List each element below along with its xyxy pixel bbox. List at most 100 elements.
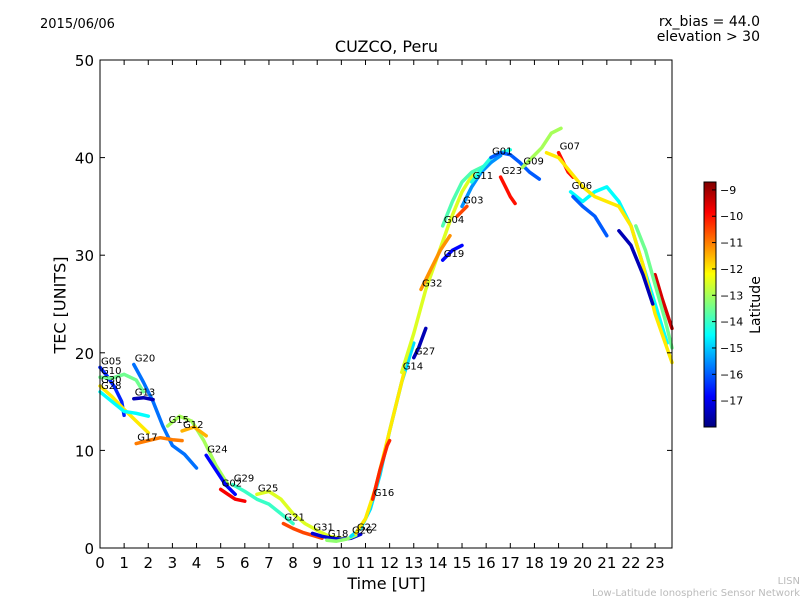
x-tick-label: 10	[332, 554, 351, 572]
colorbar-tick-label: −13	[720, 289, 743, 302]
series-label-g17: G17	[137, 433, 157, 444]
series-label-g22: G22	[357, 522, 377, 533]
colorbar-tick-label: −15	[720, 342, 743, 355]
x-axis-label: Time [UT]	[347, 574, 426, 593]
y-tick-label: 40	[75, 150, 94, 168]
series-line-g01	[489, 150, 542, 181]
colorbar-tick-label: −12	[720, 263, 743, 276]
elevation-label: elevation > 30	[656, 29, 760, 45]
series-line-g21	[281, 521, 324, 540]
x-tick-label: 14	[428, 554, 447, 572]
x-tick-label: 9	[312, 554, 322, 572]
series-line-g16	[370, 438, 392, 501]
colorbar-tick-label: −11	[720, 237, 743, 250]
series-label-g16: G16	[374, 488, 394, 499]
series-label-g24: G24	[207, 444, 227, 455]
series-label-g30: G30	[101, 375, 121, 386]
rx-bias-label: rx_bias = 44.0	[658, 14, 760, 30]
series-line-unlabeled-31	[544, 150, 674, 365]
x-tick-label: 6	[240, 554, 250, 572]
x-tick-label: 7	[264, 554, 274, 572]
series-label-g25: G25	[258, 483, 278, 494]
series-label-g13: G13	[135, 388, 155, 399]
x-tick-label: 17	[501, 554, 520, 572]
series-line-g20	[132, 362, 199, 470]
series-label-g18: G18	[328, 529, 348, 540]
colorbar-tick-label: −17	[720, 395, 743, 408]
x-tick-label: 8	[288, 554, 298, 572]
series-line-g27	[412, 326, 428, 360]
series-label-g23: G23	[502, 166, 522, 177]
colorbar-label: Latitude	[748, 276, 764, 334]
x-tick-label: 19	[549, 554, 568, 572]
series-line-unlabeled-34	[653, 272, 674, 331]
series-line-g25	[255, 489, 344, 540]
x-tick-label: 0	[95, 554, 105, 572]
series-label-g20: G20	[135, 354, 155, 365]
x-tick-label: 21	[597, 554, 616, 572]
series-label-g10: G10	[101, 366, 121, 377]
series-line-g13	[132, 395, 155, 402]
series-label-g15: G15	[169, 415, 189, 426]
y-tick-label: 10	[75, 442, 94, 460]
series-line-unlabeled-32	[617, 229, 655, 306]
series-layer	[98, 126, 674, 543]
series-label-g07: G07	[560, 142, 580, 153]
series-label-g21: G21	[284, 513, 304, 524]
series-line-g24	[204, 453, 237, 497]
series-label-g19: G19	[444, 249, 464, 260]
series-line-g09	[520, 126, 563, 170]
x-tick-label: 5	[216, 554, 226, 572]
x-tick-label: 2	[143, 554, 153, 572]
y-axis-label: TEC [UNITS]	[50, 256, 70, 354]
plot-frame	[99, 59, 673, 549]
y-tick-label: 0	[84, 540, 94, 558]
series-line-g10	[98, 372, 146, 394]
series-line-unlabeled-33	[571, 194, 609, 238]
colorbar-tick-label: −14	[720, 316, 743, 329]
series-label-g26: G26	[352, 525, 372, 536]
y-tick-label: 20	[75, 345, 94, 363]
x-tick-label: 13	[404, 554, 423, 572]
series-label-g12: G12	[183, 420, 203, 431]
axes-layer: 0 1 2 3 4 5 6 7 8 9 10 11 12 13 14 15 16 17 18 19 20 21 22 2301…	[75, 52, 672, 572]
series-line-g02	[218, 487, 247, 503]
x-tick-label: 11	[356, 554, 375, 572]
series-label-g04: G04	[444, 215, 464, 226]
series-label-g28: G28	[101, 381, 121, 392]
y-tick-label: 50	[75, 52, 94, 70]
x-tick-label: 15	[452, 554, 471, 572]
series-label-g03: G03	[463, 195, 483, 206]
x-tick-label: 1	[119, 554, 129, 572]
series-label-g29: G29	[234, 474, 254, 485]
series-label-g32: G32	[422, 278, 442, 289]
series-label-g27: G27	[415, 347, 435, 358]
x-tick-label: 23	[646, 554, 665, 572]
credit-network: Low-Latitude Ionospheric Sensor Network	[592, 588, 800, 599]
series-label-g31: G31	[313, 522, 333, 533]
colorbar: −9 −10 −11 −12 −13 −14 −15 −16 −17	[703, 181, 743, 428]
series-label-g01: G01	[492, 147, 512, 158]
colorbar-tick-label: −10	[720, 210, 743, 223]
series-label-g02: G02	[222, 478, 242, 489]
series-line-g32	[419, 233, 452, 292]
x-tick-label: 4	[192, 554, 202, 572]
series-line-unlabeled-36	[634, 224, 674, 350]
x-tick-label: 22	[621, 554, 640, 572]
series-line-unlabeled-35	[455, 204, 469, 218]
series-line-g17	[134, 435, 184, 446]
date-label: 2015/06/06	[40, 17, 115, 32]
colorbar-tick-label: −9	[720, 184, 736, 197]
series-label-g11: G11	[473, 171, 493, 182]
y-tick-label: 30	[75, 247, 94, 265]
series-line-g28	[98, 390, 151, 418]
x-tick-label: 18	[525, 554, 544, 572]
x-tick-label: 12	[380, 554, 399, 572]
series-line-g19	[440, 243, 464, 262]
series-label-g06: G06	[572, 181, 592, 192]
series-label-g05: G05	[101, 356, 121, 367]
x-tick-label: 3	[168, 554, 178, 572]
series-line-g12	[180, 425, 208, 438]
